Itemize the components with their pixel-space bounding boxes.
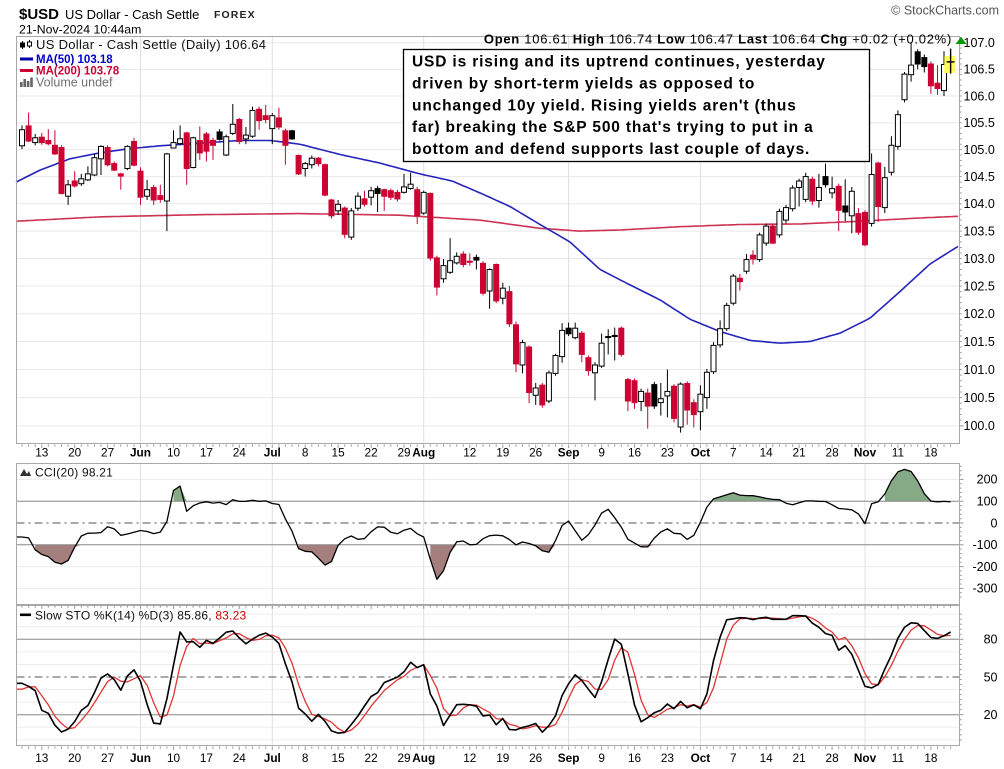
svg-text:23: 23 [661,446,675,460]
svg-text:102.5: 102.5 [964,279,995,293]
svg-text:18: 18 [924,751,938,765]
svg-text:100: 100 [977,495,998,509]
svg-text:18: 18 [924,446,938,460]
svg-text:© StockCharts.com: © StockCharts.com [891,4,999,18]
svg-text:16: 16 [628,751,642,765]
svg-text:24: 24 [233,751,247,765]
svg-text:17: 17 [200,751,213,765]
svg-text:29: 29 [397,446,410,460]
svg-text:14: 14 [760,446,774,460]
svg-text:Jul: Jul [264,446,281,460]
svg-text:Jul: Jul [264,751,281,765]
svg-text:10: 10 [167,751,181,765]
svg-text:106.0: 106.0 [964,89,995,103]
svg-text:8: 8 [302,751,309,765]
svg-text:US Dollar - Cash Settle: US Dollar - Cash Settle [65,7,199,22]
svg-text:100.0: 100.0 [964,419,995,433]
svg-text:Nov: Nov [854,446,877,460]
svg-text:11: 11 [892,446,904,460]
svg-text:104.5: 104.5 [964,170,995,184]
svg-text:15: 15 [332,751,346,765]
svg-text:27: 27 [101,751,114,765]
svg-text:CCI(20) 98.21: CCI(20) 98.21 [35,466,113,480]
svg-text:7: 7 [730,751,737,765]
svg-text:100.5: 100.5 [964,391,995,405]
svg-text:-100: -100 [972,538,997,552]
svg-text:22: 22 [365,446,378,460]
svg-text:27: 27 [101,446,114,460]
svg-text:12: 12 [463,446,476,460]
svg-text:103.0: 103.0 [964,252,995,266]
svg-text:106.5: 106.5 [964,63,995,77]
svg-text:Oct: Oct [691,446,711,460]
svg-text:$USD: $USD [19,6,59,23]
svg-text:Nov: Nov [854,751,877,765]
svg-text:driven by short-term yields as: driven by short-term yields as opposed t… [412,75,755,92]
svg-text:29: 29 [397,751,410,765]
svg-text:16: 16 [628,446,642,460]
svg-text:15: 15 [332,446,346,460]
svg-text:bottom and defend supports las: bottom and defend supports last couple o… [412,141,810,158]
svg-text:11: 11 [892,751,904,765]
svg-text:10: 10 [167,446,181,460]
svg-text:-300: -300 [972,582,997,596]
svg-text:Slow STO %K(14) %D(3) 85.86, 8: Slow STO %K(14) %D(3) 85.86, 83.23 [35,609,246,623]
svg-text:Volume undef: Volume undef [36,76,113,90]
svg-text:Jun: Jun [130,446,151,460]
svg-text:50: 50 [984,670,998,684]
svg-text:20: 20 [68,446,82,460]
svg-text:22: 22 [365,751,378,765]
svg-text:far) breaking the S&P 500 that: far) breaking the S&P 500 that's trying … [412,119,814,136]
svg-text:28: 28 [826,751,840,765]
svg-text:9: 9 [598,446,605,460]
svg-text:19: 19 [496,751,509,765]
svg-text:21-Nov-2024 10:44am: 21-Nov-2024 10:44am [19,23,141,37]
svg-text:13: 13 [35,446,49,460]
svg-text:26: 26 [529,446,543,460]
svg-text:13: 13 [35,751,49,765]
svg-text:14: 14 [760,751,774,765]
svg-text:FOREX: FOREX [214,9,256,21]
svg-text:USD is rising and its uptrend: USD is rising and its uptrend continues,… [412,54,826,71]
svg-text:MA(50) 103.18: MA(50) 103.18 [36,54,113,66]
svg-text:103.5: 103.5 [964,224,995,238]
svg-text:21: 21 [793,751,806,765]
svg-text:24: 24 [233,446,247,460]
svg-text:107.0: 107.0 [964,36,995,50]
svg-text:101.5: 101.5 [964,335,995,349]
svg-text:23: 23 [661,751,675,765]
svg-text:21: 21 [793,446,806,460]
svg-text:7: 7 [730,446,737,460]
svg-text:101.0: 101.0 [964,363,995,377]
svg-text:17: 17 [200,446,213,460]
svg-text:105.0: 105.0 [964,143,995,157]
svg-text:19: 19 [496,446,509,460]
svg-text:9: 9 [598,751,605,765]
svg-text:Aug: Aug [412,446,435,460]
svg-text:unchanged 10y yield. Rising yi: unchanged 10y yield. Rising yields aren'… [412,97,797,114]
svg-text:MA(200) 103.78: MA(200) 103.78 [36,66,120,78]
svg-text:200: 200 [977,473,998,487]
svg-text:80: 80 [984,633,998,647]
svg-text:105.5: 105.5 [964,116,995,130]
svg-text:Sep: Sep [558,446,580,460]
svg-text:Jun: Jun [130,751,151,765]
svg-text:104.0: 104.0 [964,197,995,211]
svg-text:Aug: Aug [412,751,435,765]
svg-text:Oct: Oct [691,751,711,765]
svg-text:28: 28 [826,446,840,460]
svg-text:20: 20 [984,708,998,722]
svg-text:0: 0 [991,516,998,530]
svg-text:Sep: Sep [558,751,580,765]
svg-text:8: 8 [302,446,309,460]
svg-text:20: 20 [68,751,82,765]
svg-text:26: 26 [529,751,543,765]
svg-text:US Dollar - Cash Settle (Daily: US Dollar - Cash Settle (Daily) 106.64 [36,37,266,52]
svg-text:12: 12 [463,751,476,765]
svg-text:Open 106.61 High 106.74 Low 10: Open 106.61 High 106.74 Low 106.47 Last … [484,32,952,47]
svg-text:-200: -200 [972,560,997,574]
svg-text:102.0: 102.0 [964,307,995,321]
